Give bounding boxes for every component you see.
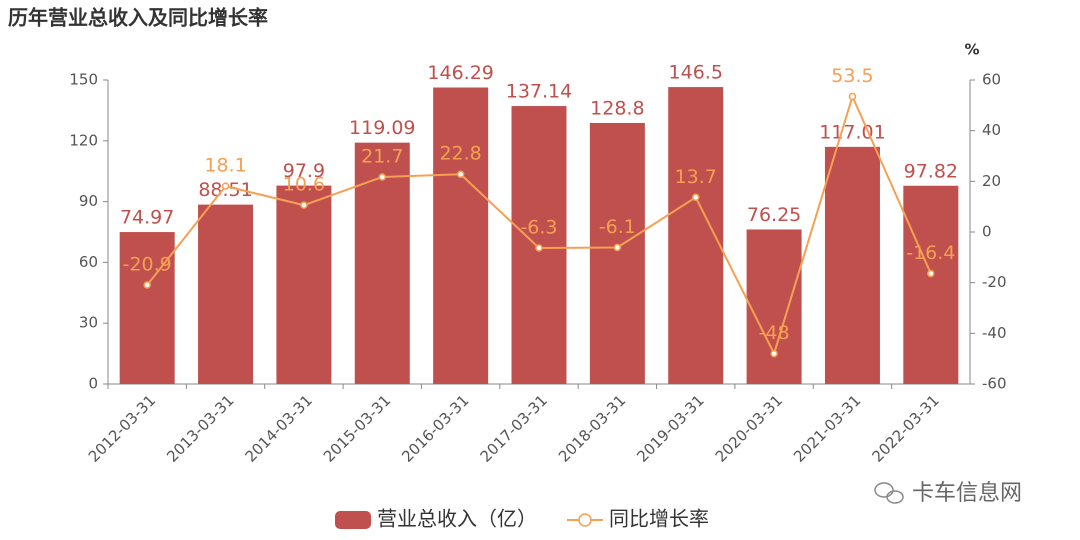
x-tick-label: 2019-03-31 [633,391,707,465]
bar-value-label: 146.29 [427,62,493,84]
x-tick-label: 2020-03-31 [712,391,786,465]
line-value-label: -6.1 [599,216,636,238]
bar-value-label: 117.01 [819,121,885,143]
watermark-icon [874,482,904,504]
bar-value-label: 97.9 [283,160,325,182]
y-tick-label: 120 [69,131,98,149]
x-tick-label: 2015-03-31 [320,391,394,465]
line-value-label: -48 [759,322,790,344]
legend: 营业总收入（亿） 同比增长率 [335,507,709,531]
bar [589,122,645,384]
bar-value-label: 128.8 [590,97,644,119]
y2-tick-label: -40 [982,324,1007,342]
legend-label: 同比增长率 [609,507,709,531]
x-tick-label: 2018-03-31 [555,391,629,465]
bar [119,232,175,384]
y2-tick-label: -20 [982,273,1007,291]
y-tick-label: 30 [79,314,98,332]
legend-label: 营业总收入（亿） [377,507,537,531]
x-tick-label: 2021-03-31 [790,391,864,465]
line-point [535,244,543,252]
line-point [848,92,857,101]
line-value-label: -20.9 [123,253,172,275]
y-tick-label: 150 [69,71,98,89]
watermark: 卡车信息网 [912,481,1022,506]
line-value-label: 10.6 [283,174,325,196]
bar-value-label: 76.25 [747,204,801,226]
line-value-label: -16.4 [906,242,955,264]
line-point [691,193,700,202]
bar-value-label: 74.97 [120,207,174,229]
bar [198,204,254,384]
y2-tick-label: 60 [982,71,1001,89]
legend-swatch [578,513,592,527]
chart-title: 历年营业总收入及同比增长率 [8,6,268,30]
bar [433,87,489,385]
line-value-label: 18.1 [204,155,246,177]
bar-value-label: 97.82 [904,160,958,182]
line-point [300,201,308,209]
bar-value-label: 88.51 [198,179,252,201]
line-value-label: -6.3 [520,216,557,238]
x-tick-label: 2017-03-31 [477,391,551,465]
line-value-label: 53.5 [831,65,873,87]
y-tick-label: 0 [88,375,98,393]
line-value-label: 22.8 [439,143,481,165]
y2-axis-label: % [964,41,979,59]
x-tick-label: 2014-03-31 [242,391,316,465]
bar [746,229,802,384]
x-tick-label: 2013-03-31 [163,391,237,465]
bar-value-label: 137.14 [506,81,572,103]
bar [824,146,880,384]
line-point [456,170,465,178]
line-point [927,269,935,278]
y-tick-label: 60 [79,253,98,271]
y2-tick-label: -60 [982,375,1007,393]
x-tick-label: 2016-03-31 [398,391,472,465]
y-tick-label: 90 [79,192,98,210]
bar-value-label: 146.5 [669,62,723,84]
line-point [378,173,387,181]
line-point [770,349,778,358]
bar-value-label: 119.09 [349,117,415,139]
line-value-label: 13.7 [675,166,717,188]
y2-tick-label: 0 [982,223,992,241]
x-tick-label: 2022-03-31 [868,391,942,465]
x-tick-label: 2012-03-31 [85,391,159,465]
line-point [143,281,151,289]
legend-swatch [335,511,371,529]
line-value-label: 21.7 [361,146,403,168]
y2-tick-label: 40 [982,121,1001,139]
line-point [613,243,622,252]
line-point [221,182,230,190]
bar [903,185,959,384]
bar [276,185,332,384]
y2-tick-label: 20 [982,172,1001,190]
